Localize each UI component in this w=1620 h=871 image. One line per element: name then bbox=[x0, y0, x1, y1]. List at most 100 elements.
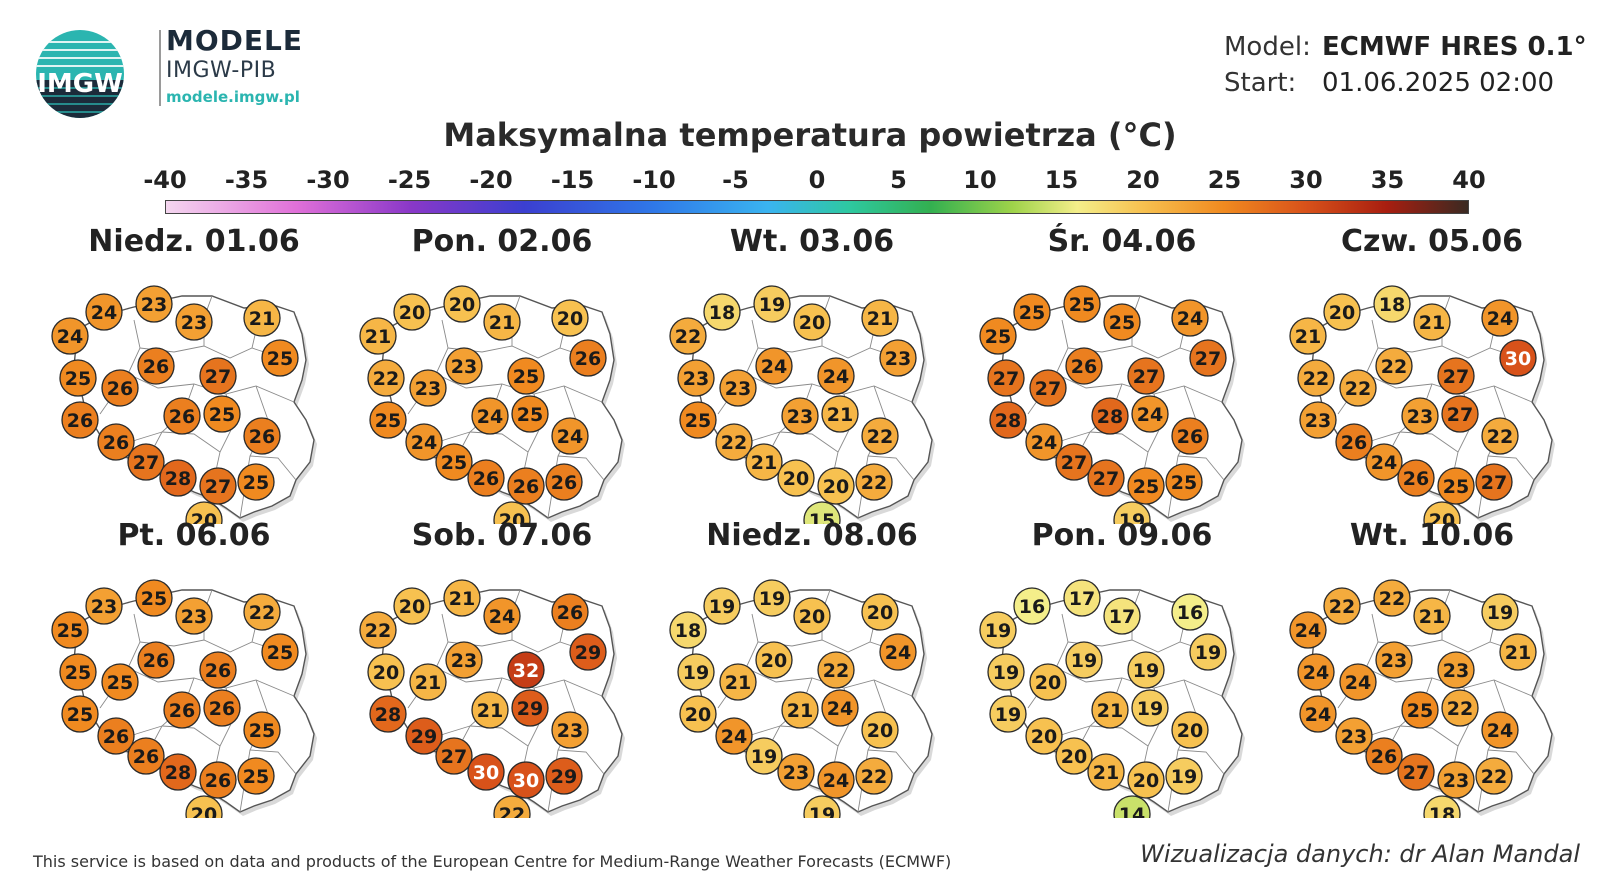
temperature-marker: 18 bbox=[1423, 795, 1461, 818]
temperature-value: 23 bbox=[91, 596, 117, 618]
temperature-value: 25 bbox=[243, 472, 269, 494]
brand-url[interactable]: modele.imgw.pl bbox=[166, 88, 300, 106]
temperature-marker: 27 bbox=[199, 467, 237, 505]
region-border bbox=[1089, 725, 1149, 747]
temperature-marker: 26 bbox=[97, 423, 135, 461]
temperature-marker: 25 bbox=[59, 653, 97, 691]
panel-date-title: Niedz. 01.06 bbox=[88, 224, 300, 259]
temperature-dot bbox=[1063, 579, 1101, 617]
temperature-dot bbox=[1397, 753, 1435, 791]
temperature-marker: 22 bbox=[367, 359, 405, 397]
temperature-dot bbox=[445, 347, 483, 385]
temperature-value: 27 bbox=[1447, 404, 1473, 426]
region-border bbox=[557, 455, 605, 481]
temperature-value: 22 bbox=[1487, 426, 1513, 448]
temperature-marker: 26 bbox=[97, 717, 135, 755]
temperature-marker: 20 bbox=[1171, 711, 1209, 749]
temperature-marker: 25 bbox=[237, 757, 275, 795]
temperature-dot bbox=[987, 653, 1025, 691]
temperature-marker: 26 bbox=[1171, 417, 1209, 455]
temperature-dot bbox=[569, 633, 607, 671]
temperature-marker: 23 bbox=[677, 359, 715, 397]
temperature-value: 22 bbox=[1379, 588, 1405, 610]
temperature-dot bbox=[1397, 459, 1435, 497]
temperature-colorbar bbox=[165, 200, 1469, 214]
forecast-panel: Wt. 03.06 18 19 20 21 22 23 24 23 23 24 25 23 22 21 22 2… bbox=[662, 224, 962, 534]
temperature-value: 19 bbox=[1171, 766, 1197, 788]
temperature-dot bbox=[1127, 761, 1165, 799]
temperature-marker: 23 bbox=[175, 597, 213, 635]
temperature-dot bbox=[1475, 463, 1513, 501]
temperature-value: 25 bbox=[209, 404, 235, 426]
temperature-marker: 23 bbox=[409, 369, 447, 407]
temperature-value: 25 bbox=[57, 620, 83, 642]
temperature-value: 25 bbox=[267, 642, 293, 664]
temperature-value: 26 bbox=[67, 410, 93, 432]
temperature-value: 19 bbox=[1137, 698, 1163, 720]
colorbar-tick-label: -5 bbox=[722, 166, 749, 194]
temperature-dot bbox=[817, 761, 855, 799]
temperature-value: 23 bbox=[1305, 410, 1331, 432]
temperature-dot bbox=[507, 467, 545, 505]
temperature-value: 23 bbox=[885, 348, 911, 370]
temperature-marker: 23 bbox=[1437, 651, 1475, 689]
temperature-marker: 22 bbox=[1373, 579, 1411, 617]
panel-date-title: Pt. 06.06 bbox=[117, 518, 271, 553]
temperature-dot bbox=[237, 757, 275, 795]
temperature-dot bbox=[159, 753, 197, 791]
temperature-dot bbox=[861, 593, 899, 631]
temperature-dot bbox=[1437, 651, 1475, 689]
temperature-value: 26 bbox=[103, 726, 129, 748]
temperature-marker: 25 bbox=[435, 443, 473, 481]
temperature-value: 21 bbox=[365, 326, 391, 348]
temperature-value: 25 bbox=[65, 662, 91, 684]
temperature-dot bbox=[879, 633, 917, 671]
temperature-dot bbox=[803, 795, 841, 818]
temperature-value: 23 bbox=[557, 720, 583, 742]
temperature-marker: 27 bbox=[987, 359, 1025, 397]
panel-date-title: Niedz. 08.06 bbox=[706, 518, 918, 553]
temperature-dot bbox=[861, 299, 899, 337]
temperature-value: 19 bbox=[809, 804, 835, 818]
temperature-marker: 29 bbox=[569, 633, 607, 671]
region-border bbox=[1067, 345, 1205, 359]
colorbar-tick-label: 35 bbox=[1370, 166, 1405, 194]
temperature-dot bbox=[1165, 463, 1203, 501]
temperature-marker: 27 bbox=[127, 443, 165, 481]
temperature-dot bbox=[1025, 717, 1063, 755]
temperature-dot bbox=[359, 611, 397, 649]
region-border bbox=[1487, 455, 1535, 481]
temperature-value: 24 bbox=[1177, 308, 1203, 330]
temperature-value: 26 bbox=[205, 660, 231, 682]
temperature-marker: 24 bbox=[879, 633, 917, 671]
temperature-dot bbox=[97, 717, 135, 755]
region-border bbox=[1487, 749, 1535, 775]
temperature-marker: 25 bbox=[101, 663, 139, 701]
temperature-value: 25 bbox=[375, 410, 401, 432]
temperature-dot bbox=[101, 369, 139, 407]
temperature-value: 21 bbox=[1505, 642, 1531, 664]
temperature-dot bbox=[471, 691, 509, 729]
temperature-dot bbox=[1481, 593, 1519, 631]
temperature-dot bbox=[1373, 285, 1411, 323]
temperature-dot bbox=[1065, 641, 1103, 679]
temperature-dot bbox=[781, 397, 819, 435]
temperature-marker: 21 bbox=[1413, 597, 1451, 635]
temperature-marker: 27 bbox=[1397, 753, 1435, 791]
temperature-marker: 29 bbox=[405, 717, 443, 755]
temperature-value: 27 bbox=[1133, 366, 1159, 388]
temperature-dot bbox=[175, 303, 213, 341]
temperature-value: 26 bbox=[575, 348, 601, 370]
temperature-marker: 27 bbox=[1029, 369, 1067, 407]
temperature-dot bbox=[59, 359, 97, 397]
temperature-value: 21 bbox=[827, 404, 853, 426]
temperature-marker: 26 bbox=[137, 347, 175, 385]
temperature-marker: 21 bbox=[861, 299, 899, 337]
temperature-value: 20 bbox=[761, 650, 787, 672]
temperature-dot bbox=[1171, 299, 1209, 337]
temperature-value: 20 bbox=[1329, 302, 1355, 324]
temperature-marker: 25 bbox=[243, 711, 281, 749]
temperature-value: 25 bbox=[1407, 700, 1433, 722]
temperature-value: 25 bbox=[1171, 472, 1197, 494]
